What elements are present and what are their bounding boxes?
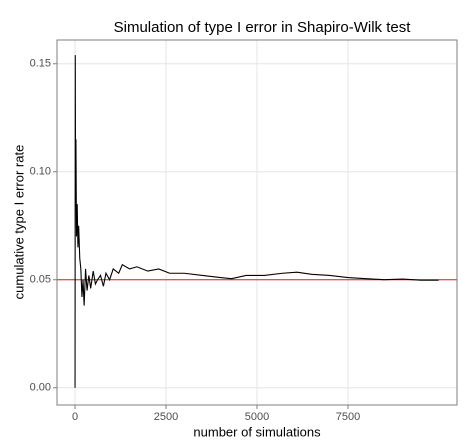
- chart-title: Simulation of type I error in Shapiro-Wi…: [114, 19, 412, 36]
- x-tick-label: 2500: [154, 411, 178, 423]
- x-tick-label: 7500: [336, 411, 360, 423]
- y-tick-label: 0.10: [30, 166, 51, 178]
- y-tick-label: 0.05: [30, 274, 51, 286]
- y-tick-label: 0.00: [30, 382, 51, 394]
- x-tick-label: 5000: [245, 411, 269, 423]
- y-tick-label: 0.15: [30, 58, 51, 70]
- x-axis-label: number of simulations: [193, 424, 321, 439]
- y-axis-label: cumulative type I error rate: [11, 145, 26, 300]
- x-tick-label: 0: [72, 411, 78, 423]
- panel-border: [56, 39, 458, 406]
- data-line: [74, 55, 439, 388]
